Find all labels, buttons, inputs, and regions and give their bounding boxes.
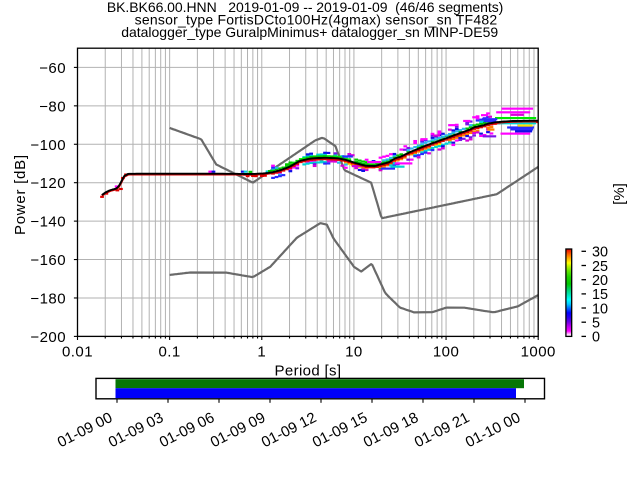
- svg-text:20: 20: [592, 273, 608, 289]
- svg-text:−140: −140: [30, 214, 66, 231]
- svg-text:−160: −160: [30, 252, 66, 269]
- svg-text:datalogger_type GuralpMinimus+: datalogger_type GuralpMinimus+ datalogge…: [121, 24, 498, 40]
- svg-text:Period [s]: Period [s]: [275, 363, 342, 380]
- svg-text:sensor_type FortisDCto100Hz(4g: sensor_type FortisDCto100Hz(4gmax) senso…: [135, 12, 498, 28]
- svg-text:−80: −80: [39, 98, 66, 115]
- svg-text:5: 5: [592, 316, 600, 332]
- svg-text:−60: −60: [39, 60, 66, 77]
- svg-text:0.1: 0.1: [158, 344, 180, 361]
- svg-text:BK.BK66.00.HNN 2019-01-09 --: BK.BK66.00.HNN 2019-01-09 -- 2019-01-09 …: [107, 0, 503, 15]
- svg-text:100: 100: [433, 344, 459, 361]
- svg-text:0.01: 0.01: [62, 344, 93, 361]
- svg-text:−200: −200: [30, 329, 66, 346]
- svg-text:1: 1: [257, 344, 266, 361]
- svg-text:10: 10: [592, 301, 608, 317]
- svg-text:10: 10: [345, 344, 363, 361]
- svg-text:−180: −180: [30, 291, 66, 308]
- svg-text:1000: 1000: [521, 344, 556, 361]
- svg-text:0: 0: [592, 330, 600, 346]
- svg-text:30: 30: [592, 245, 608, 261]
- svg-text:Power [dB]: Power [dB]: [12, 155, 29, 235]
- svg-text:25: 25: [592, 259, 608, 275]
- svg-text:[%]: [%]: [611, 183, 628, 205]
- svg-text:−100: −100: [30, 137, 66, 154]
- svg-text:−120: −120: [30, 175, 66, 192]
- svg-text:15: 15: [592, 287, 608, 303]
